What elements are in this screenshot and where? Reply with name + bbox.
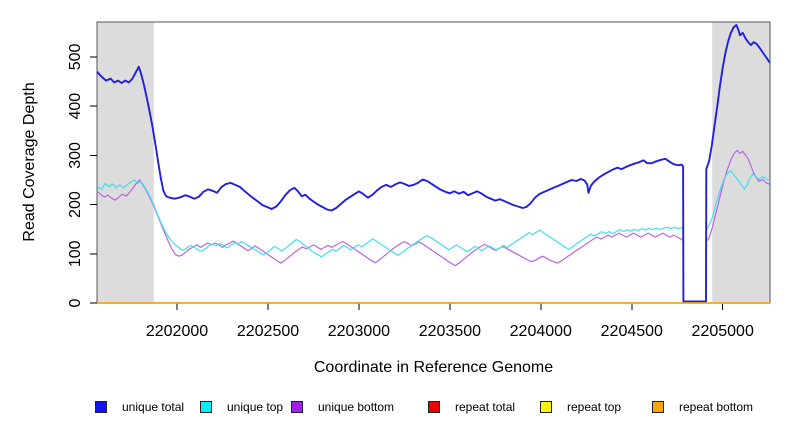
x-tick-label: 2203000: [328, 323, 390, 340]
legend-swatch-unique-top: [200, 400, 212, 413]
legend-item-unique-top: unique top: [200, 398, 283, 415]
y-tick-label: 400: [67, 93, 84, 120]
x-tick-label: 2205000: [692, 323, 754, 340]
shaded-region: [712, 22, 770, 303]
x-axis-title: Coordinate in Reference Genome: [313, 359, 554, 376]
legend-item-repeat-total: repeat total: [428, 398, 515, 415]
shaded-region: [97, 22, 154, 303]
x-tick-label: 2204500: [601, 323, 663, 340]
legend-swatch-repeat-bottom: [652, 400, 664, 413]
legend-label: repeat bottom: [679, 399, 754, 414]
y-tick-label: 200: [67, 191, 84, 218]
y-tick-label: 300: [67, 142, 84, 169]
legend-label: unique top: [227, 399, 284, 414]
x-tick-label: 2204000: [510, 323, 572, 340]
y-axis-title: Read Coverage Depth: [21, 82, 38, 242]
legend-swatch-unique-bottom: [291, 400, 303, 413]
plot-border: [96, 21, 771, 304]
legend-label: unique bottom: [318, 399, 395, 414]
legend-swatch-repeat-total: [428, 400, 440, 413]
legend-item-repeat-bottom: repeat bottom: [652, 398, 753, 415]
series-unique-bottom: [96, 149, 771, 303]
series-unique-top: [96, 170, 771, 303]
legend-label: unique total: [122, 399, 185, 414]
y-tick-label: 500: [67, 43, 84, 70]
x-tick-label: 2202500: [237, 323, 299, 340]
y-tick-label: 100: [67, 240, 84, 267]
legend-item-unique-bottom: unique bottom: [291, 398, 394, 415]
x-tick-label: 2202000: [146, 323, 208, 340]
y-tick-label: 0: [67, 298, 84, 307]
legend-label: repeat total: [455, 399, 516, 414]
series-unique-total: [96, 24, 771, 303]
legend-swatch-unique-total: [95, 400, 107, 413]
legend-label: repeat top: [567, 399, 622, 414]
legend-item-repeat-top: repeat top: [540, 398, 621, 415]
x-tick-label: 2203500: [419, 323, 481, 340]
legend-item-unique-total: unique total: [95, 398, 184, 415]
legend: unique total unique top unique bottom repea…: [0, 398, 792, 420]
legend-swatch-repeat-top: [540, 400, 552, 413]
